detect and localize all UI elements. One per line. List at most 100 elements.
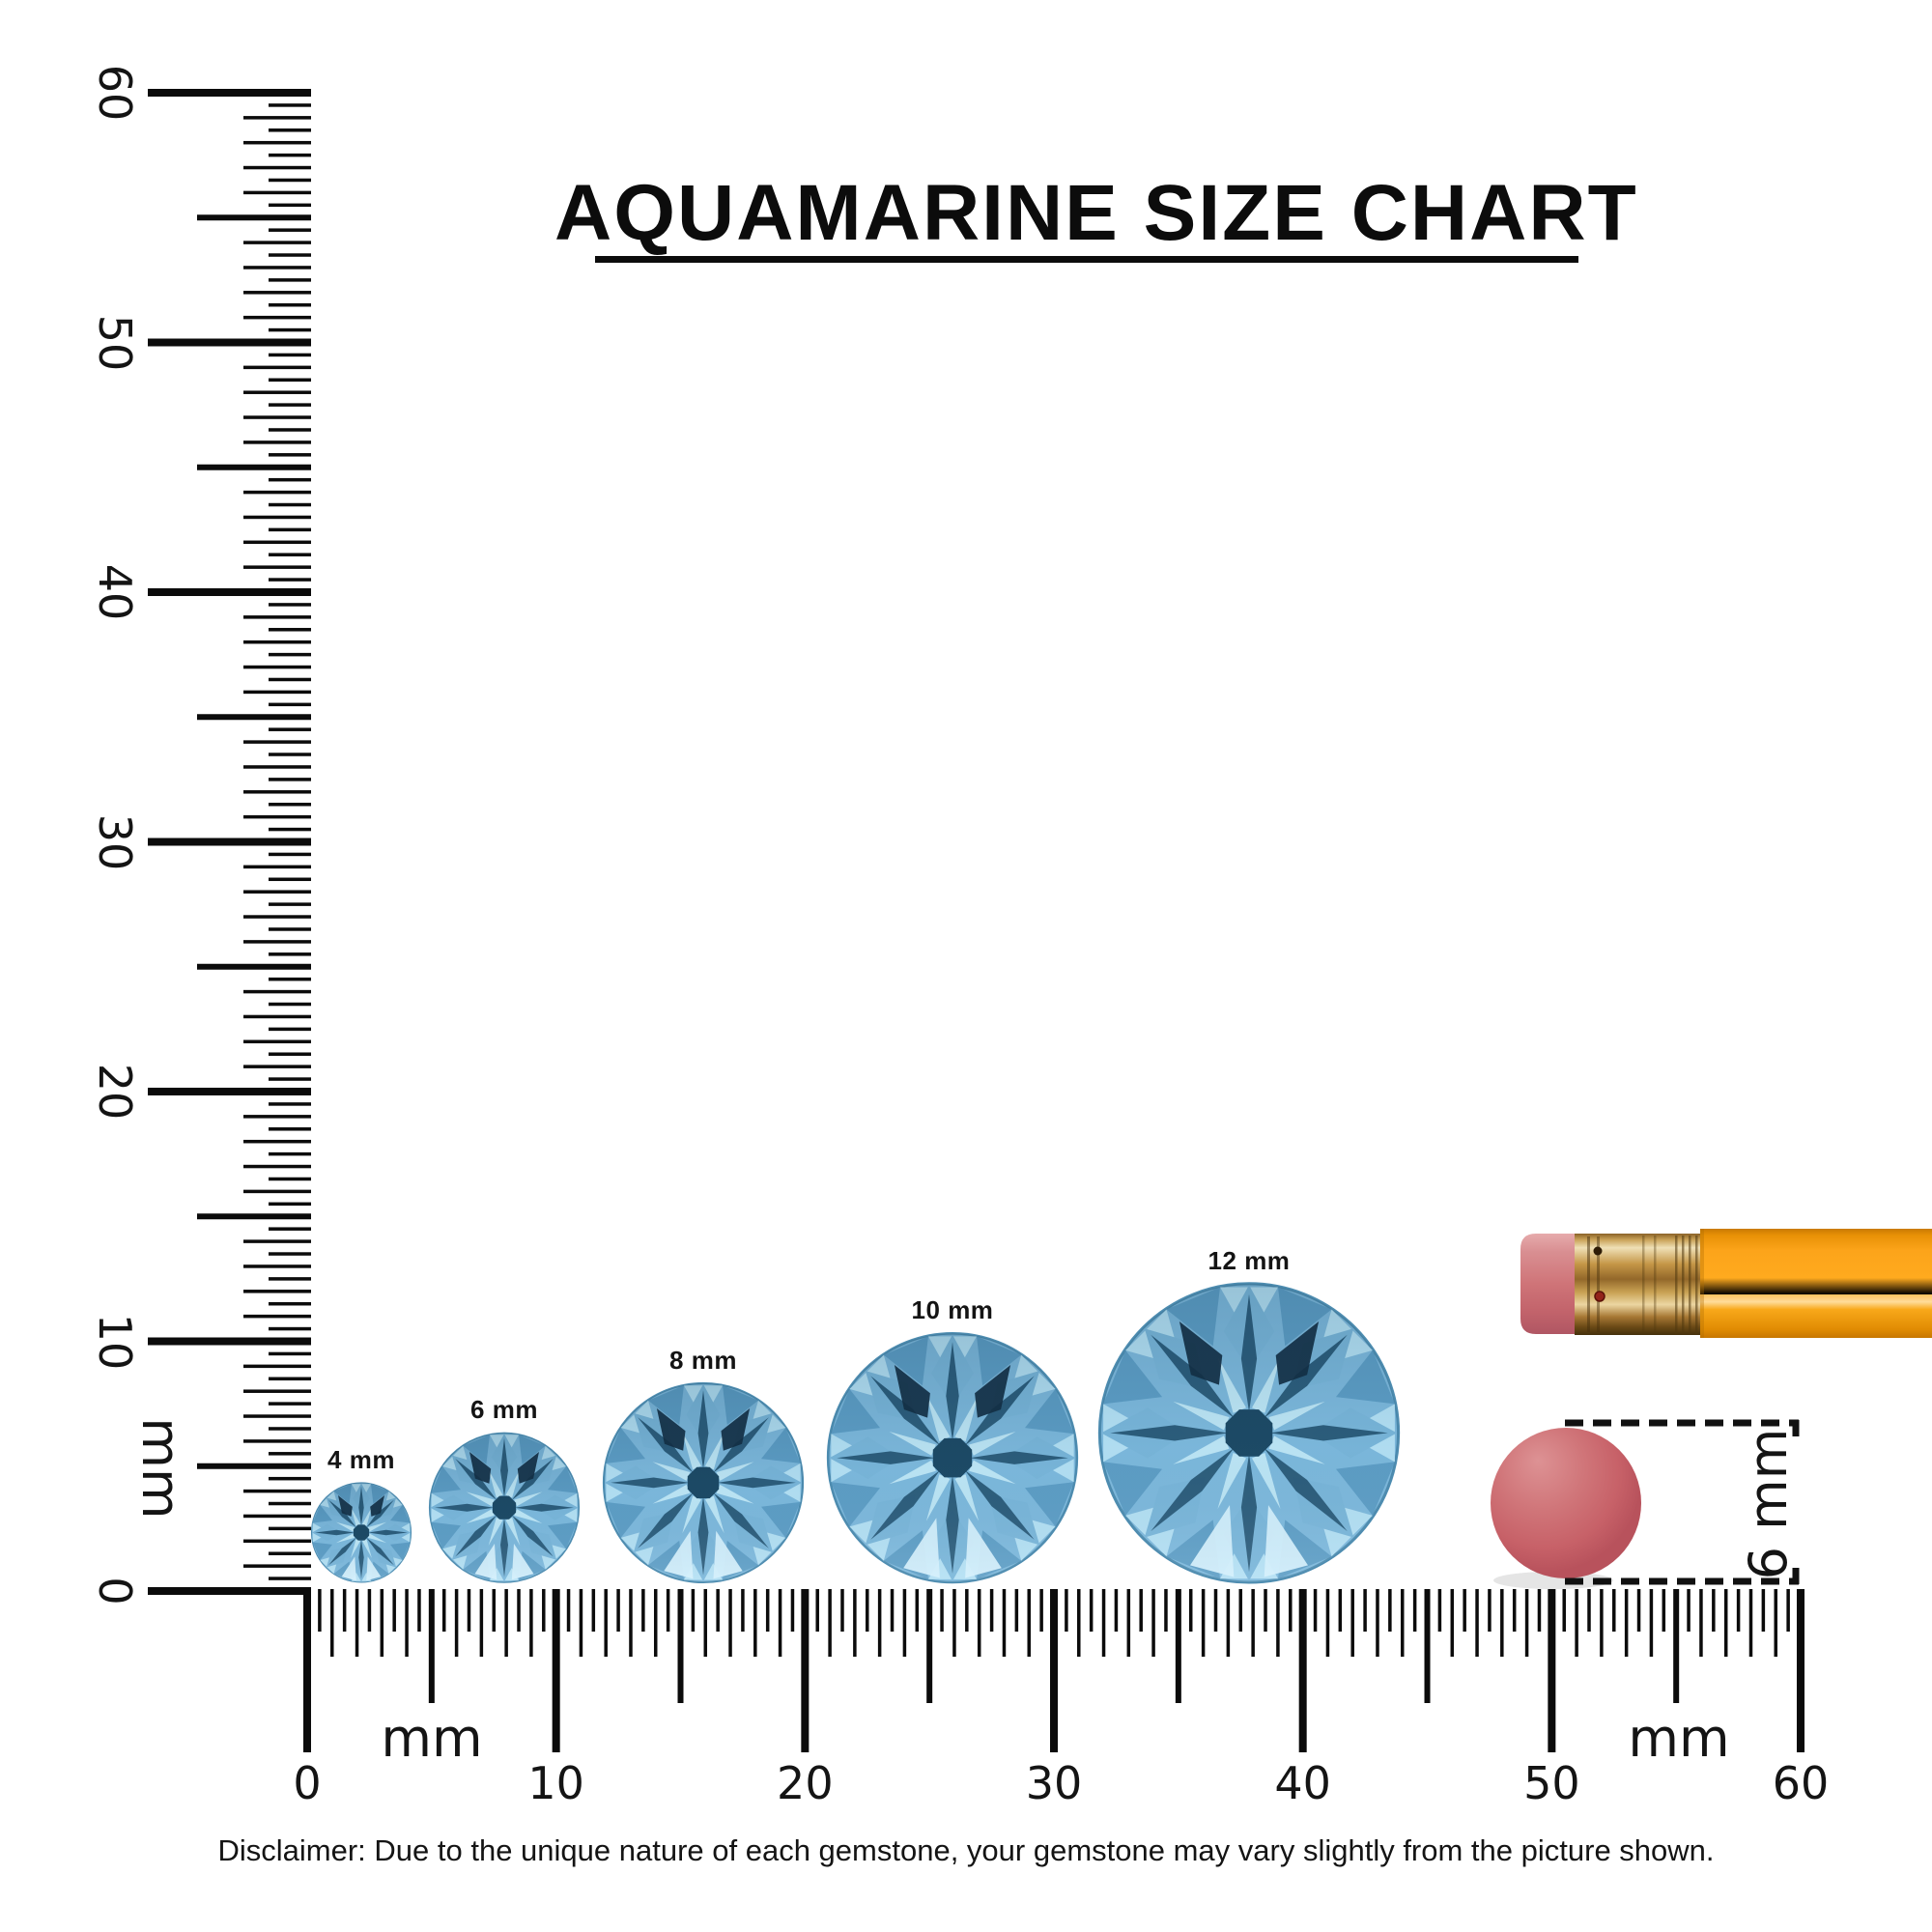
- v-ruler-tick: [243, 1065, 311, 1068]
- h-ruler-tick: [877, 1589, 882, 1657]
- h-ruler-tick: [1475, 1589, 1479, 1657]
- v-ruler-tick: [243, 241, 311, 244]
- h-ruler-tick: [1126, 1589, 1131, 1657]
- h-ruler-tick: [840, 1589, 844, 1632]
- h-ruler-tick: [741, 1589, 745, 1632]
- v-ruler-tick: [243, 765, 311, 769]
- v-ruler-tick: [269, 827, 311, 832]
- h-ruler-tick: [1298, 1589, 1307, 1752]
- v-ruler-tick: [243, 1290, 311, 1293]
- h-ruler-tick: [1289, 1589, 1293, 1632]
- v-ruler-tick: [269, 652, 311, 657]
- h-ruler-tick: [1226, 1589, 1231, 1657]
- h-ruler-tick: [1376, 1589, 1379, 1657]
- v-ruler-tick: [269, 1077, 311, 1081]
- vertical-ruler: [148, 89, 311, 1595]
- v-ruler-tick: [243, 1389, 311, 1393]
- gem-size-label: 12 mm: [1208, 1245, 1291, 1275]
- h-ruler-tick: [355, 1589, 359, 1657]
- v-ruler-tick: [243, 1115, 311, 1119]
- page-title: AQUAMARINE SIZE CHART: [554, 169, 1638, 257]
- v-ruler-tick: [269, 1551, 311, 1555]
- page-title-wrap: AQUAMARINE SIZE CHART: [554, 169, 1638, 257]
- gemstones-group: [310, 1282, 1401, 1584]
- h-ruler-tick: [1649, 1589, 1654, 1657]
- v-ruler-tick: [243, 1189, 311, 1194]
- gemstone: [428, 1432, 581, 1583]
- v-ruler-tick: [243, 291, 311, 295]
- ferrule-ridge: [1654, 1236, 1657, 1333]
- v-ruler-tick: [243, 890, 311, 894]
- v-ruler-tick: [269, 502, 311, 507]
- v-ruler-tick: [269, 153, 311, 157]
- v-ruler-tick: [243, 1264, 311, 1268]
- v-ruler-tick: [243, 1039, 311, 1044]
- h-ruler-tick: [1797, 1589, 1805, 1752]
- ferrule-rivet-dot: [1593, 1246, 1603, 1256]
- h-ruler-tick: [1089, 1589, 1094, 1632]
- v-ruler-tick: [243, 1164, 311, 1169]
- v-ruler-tick: [269, 278, 311, 282]
- h-ruler-tick: [604, 1589, 608, 1657]
- h-ruler-tick: [1350, 1589, 1354, 1657]
- h-ruler-tick: [1400, 1589, 1405, 1657]
- h-ruler-tick: [666, 1589, 670, 1632]
- v-ruler-tick: [243, 940, 311, 944]
- v-ruler-tick: [269, 353, 311, 357]
- v-ruler-tick: [243, 165, 311, 170]
- ferrule-rivet-dot: [1594, 1291, 1605, 1302]
- h-ruler-unit-label: mm: [1628, 1708, 1730, 1769]
- h-ruler-tick: [1463, 1589, 1466, 1632]
- v-ruler-tick: [269, 727, 311, 731]
- gemstone: [1097, 1282, 1401, 1584]
- h-ruler-tick: [728, 1589, 732, 1657]
- h-ruler-tick: [1587, 1589, 1591, 1632]
- v-ruler-tick: [148, 838, 311, 846]
- v-ruler-tick: [269, 428, 311, 432]
- horizontal-ruler: [303, 1589, 1805, 1752]
- h-ruler-tick: [1175, 1589, 1181, 1703]
- v-ruler-tick: [269, 977, 311, 981]
- v-ruler-tick: [197, 714, 311, 721]
- v-ruler-tick: [269, 1577, 311, 1580]
- h-ruler-tick: [716, 1589, 720, 1632]
- h-ruler-tick: [790, 1589, 795, 1632]
- h-ruler-tick: [1251, 1589, 1255, 1657]
- h-ruler-tick: [1388, 1589, 1392, 1632]
- h-ruler-tick: [926, 1589, 933, 1703]
- gem-size-label: 6 mm: [470, 1395, 538, 1425]
- h-ruler-tick: [1313, 1589, 1318, 1632]
- h-ruler-tick: [778, 1589, 782, 1657]
- v-ruler-tick: [243, 1364, 311, 1369]
- v-ruler-tick: [269, 578, 311, 582]
- v-ruler-tick: [269, 902, 311, 906]
- h-ruler-tick: [1636, 1589, 1641, 1632]
- h-ruler-tick: [1548, 1589, 1556, 1752]
- h-ruler-tick: [965, 1589, 969, 1632]
- h-ruler-tick: [441, 1589, 446, 1632]
- h-ruler-tick: [529, 1589, 533, 1657]
- v-ruler-tick: [269, 753, 311, 756]
- v-ruler-tick: [269, 1427, 311, 1431]
- v-ruler-tick: [269, 1002, 311, 1007]
- v-ruler-number: 60: [89, 64, 141, 122]
- v-ruler-tick: [269, 302, 311, 307]
- h-ruler-number: 50: [1523, 1757, 1580, 1809]
- h-ruler-tick: [677, 1589, 684, 1703]
- h-ruler-tick: [1624, 1589, 1629, 1657]
- v-ruler-tick: [243, 989, 311, 994]
- title-underline: [595, 256, 1578, 263]
- h-ruler-tick: [1748, 1589, 1753, 1657]
- pencil-eraser-tip: [1520, 1234, 1584, 1334]
- v-ruler-tick: [197, 1463, 311, 1469]
- v-ruler-tick: [269, 1177, 311, 1181]
- gem-size-label: 10 mm: [911, 1295, 994, 1325]
- h-ruler-tick: [1612, 1589, 1616, 1632]
- h-ruler-tick: [1039, 1589, 1043, 1632]
- h-ruler-tick: [566, 1589, 571, 1632]
- v-ruler-tick: [269, 1151, 311, 1156]
- v-ruler-tick: [243, 1414, 311, 1418]
- pencil-body: [1700, 1229, 1932, 1338]
- v-ruler-tick: [269, 453, 311, 457]
- h-ruler-tick: [1213, 1589, 1218, 1632]
